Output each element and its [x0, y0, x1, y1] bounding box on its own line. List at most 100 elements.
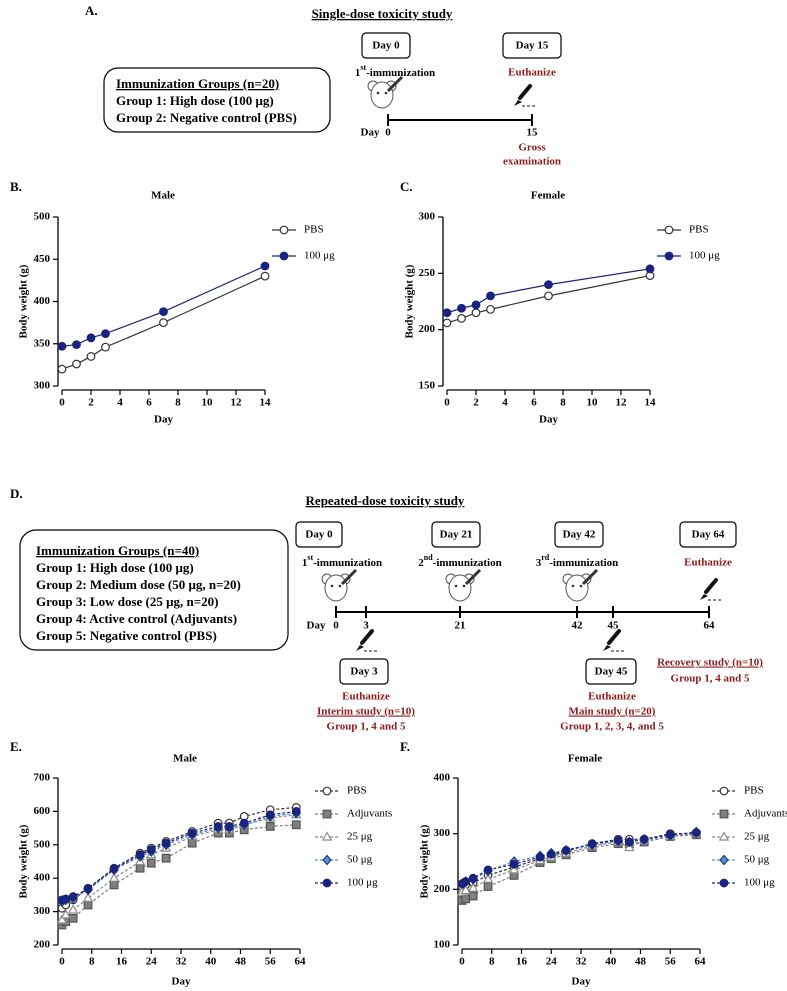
day-box — [361, 32, 411, 59]
x-tick-label: 64 — [695, 956, 707, 968]
scalpel-handle — [704, 578, 718, 594]
chart-title: Female — [568, 753, 602, 765]
x-tick-label: 10 — [587, 397, 599, 409]
marker — [61, 894, 71, 904]
panel-label: D. — [10, 486, 23, 501]
scalpel-icon — [700, 578, 722, 601]
x-tick-label: 48 — [635, 956, 647, 968]
x-axis-label: Day — [572, 976, 591, 988]
marker — [483, 865, 493, 875]
marker — [265, 810, 275, 820]
marker — [82, 892, 94, 902]
legend-label: 25 μg — [744, 831, 770, 843]
legend-marker — [321, 831, 333, 841]
panel-label: C. — [400, 179, 413, 194]
series-line — [61, 810, 297, 901]
marker — [561, 845, 571, 855]
legend-marker — [322, 809, 332, 819]
legend-marker — [322, 854, 332, 866]
mouse-icon — [321, 568, 358, 602]
event-label: Euthanize — [342, 691, 390, 703]
chart-title: Male — [151, 190, 175, 202]
x-tick-label: 12 — [616, 397, 628, 409]
day-box — [339, 658, 389, 685]
x-tick-label: 32 — [176, 956, 188, 968]
marker — [60, 909, 71, 919]
mouse-head — [370, 81, 394, 109]
scalpel-blade — [603, 645, 611, 651]
legend-label: 25 μg — [347, 831, 373, 843]
y-tick-label: 400 — [34, 295, 51, 307]
study-groups: Group 1, 4 and 5 — [327, 721, 406, 733]
scalpel-icon — [603, 629, 625, 652]
marker — [544, 280, 553, 290]
marker — [224, 822, 234, 831]
day-box — [295, 521, 343, 548]
timeline-label: Day — [307, 620, 326, 632]
x-tick-label: 8 — [560, 397, 566, 409]
event-label: 1st-immunization — [355, 63, 435, 78]
marker — [260, 261, 270, 271]
timeline-tick-label: 0 — [385, 127, 391, 139]
panel-label: E. — [10, 739, 22, 754]
marker — [457, 303, 466, 313]
marker — [83, 884, 93, 894]
y-tick-label: 300 — [34, 380, 51, 392]
group-item: Group 5: Negative control (PBS) — [36, 628, 217, 643]
y-tick-label: 200 — [419, 323, 436, 335]
marker — [108, 872, 120, 882]
x-tick-label: 24 — [146, 956, 158, 968]
marker — [461, 894, 471, 904]
x-tick-label: 8 — [489, 956, 495, 968]
mouse-icon — [445, 568, 482, 602]
y-tick-label: 100 — [434, 939, 451, 951]
mouse-icon — [562, 568, 599, 602]
marker — [461, 877, 471, 886]
mouse-head — [565, 574, 589, 602]
panel-label: F. — [400, 739, 410, 754]
x-tick-label: 0 — [444, 397, 450, 409]
x-tick-label: 56 — [665, 956, 677, 968]
x-axis-label: Day — [172, 976, 191, 988]
event-label: 3rd-immunization — [536, 553, 619, 568]
y-tick-label: 500 — [34, 211, 51, 223]
legend-label: 100 μg — [744, 877, 775, 889]
series-line — [461, 834, 697, 902]
event-label: Euthanize — [684, 557, 732, 569]
event-note: Gross — [518, 142, 546, 154]
chart-title: Male — [173, 753, 197, 765]
scalpel-blade — [356, 645, 364, 651]
mouse-head — [448, 574, 472, 602]
mouse-eye — [462, 584, 466, 588]
day-box-label: Day 21 — [440, 529, 473, 541]
study-groups: Group 1, 2, 3, 4, and 5 — [560, 721, 664, 733]
marker — [486, 291, 495, 301]
scalpel-handle — [360, 629, 374, 645]
day-box-label: Day 64 — [692, 529, 725, 541]
scalpel-handle — [518, 84, 532, 100]
marker — [468, 873, 478, 883]
marker — [187, 838, 197, 848]
marker — [546, 849, 556, 859]
legend-label: Adjuvants — [347, 808, 392, 820]
legend-label: 100 μg — [347, 877, 378, 889]
x-axis-label: Day — [154, 414, 173, 426]
marker — [471, 308, 481, 318]
group-item: Group 1: High dose (100 μg) — [116, 93, 274, 108]
day-box — [679, 521, 737, 548]
x-tick-label: 40 — [205, 956, 217, 968]
marker — [101, 342, 110, 352]
y-tick-label: 300 — [34, 905, 51, 917]
day-box-label: Day 0 — [305, 529, 333, 541]
marker — [72, 340, 81, 349]
x-tick-label: 0 — [459, 956, 465, 968]
groups-box — [19, 529, 289, 651]
legend-marker — [719, 878, 729, 888]
event-label: 1st-immunization — [302, 553, 382, 568]
y-tick-label: 600 — [34, 805, 51, 817]
mouse-icon — [367, 75, 404, 109]
legend-label: 100 μg — [689, 250, 720, 262]
chart-title: Female — [531, 190, 565, 202]
syringe — [464, 568, 482, 586]
marker — [483, 882, 493, 891]
